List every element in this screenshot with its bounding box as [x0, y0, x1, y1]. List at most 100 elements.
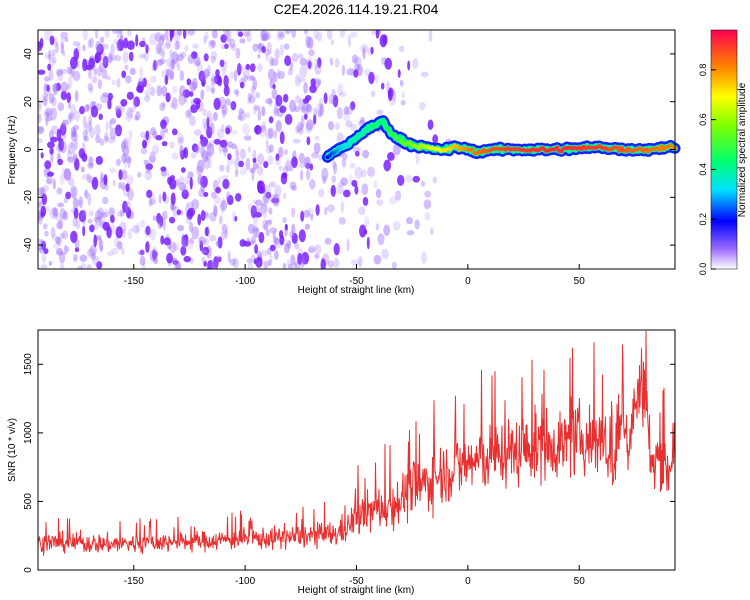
spectrogram-cell	[278, 146, 284, 158]
spectrogram-cell	[129, 67, 136, 75]
spectrogram-cell	[183, 255, 191, 263]
spectrogram-cell	[91, 76, 98, 84]
spectrogram-cell	[149, 249, 158, 263]
spectrogram-cell	[189, 237, 195, 244]
spectrogram-cell	[66, 66, 72, 75]
spectrogram-cell	[262, 212, 267, 218]
spectrogram-cell	[398, 45, 405, 52]
spectrogram-cell	[207, 260, 214, 269]
spectrogram-cell	[127, 228, 133, 240]
spectrogram-cell	[201, 150, 209, 163]
spectrogram-cell	[122, 51, 129, 64]
spectrogram-cell	[163, 237, 171, 246]
spectrogram-cell	[147, 164, 151, 175]
spectrogram-cell	[146, 189, 153, 199]
spectrogram-cell	[190, 151, 197, 159]
spectrogram-cell	[298, 152, 305, 163]
spectrogram-cell	[249, 75, 256, 81]
spectrogram-cell	[368, 71, 375, 85]
spectrogram-cell	[200, 134, 204, 141]
spectrogram-cell	[39, 37, 44, 48]
spectrogram-cell	[265, 219, 272, 225]
spectrogram-cell	[247, 203, 253, 212]
spectrogram-cell	[224, 229, 228, 239]
spectrogram-cell	[82, 129, 88, 141]
spectrogram-cell	[38, 98, 43, 109]
spectrogram-cell	[72, 70, 81, 82]
spectrogram-cell	[114, 54, 122, 62]
spectrogram-cell	[346, 238, 350, 252]
spectrogram-cell	[220, 60, 228, 70]
spectrogram-cell	[370, 46, 374, 55]
spectrogram-cell	[104, 30, 110, 39]
spectrogram-cell	[288, 164, 294, 172]
spectrogram-cell	[179, 70, 185, 82]
spectrogram-cell	[196, 62, 203, 75]
spectrogram-cell	[100, 93, 109, 104]
snr-x-label: Height of straight line (km)	[298, 585, 415, 596]
spectrogram-cell	[317, 79, 322, 86]
spectrogram-cell	[371, 30, 375, 36]
spectrogram-cell	[272, 230, 276, 240]
spectrogram-cell	[239, 166, 247, 176]
spectrogram-cell	[279, 131, 285, 145]
spectrogram-cell	[170, 192, 176, 206]
spectrogram-cell	[354, 166, 363, 179]
spectrogram-ridge	[322, 115, 681, 163]
spectrogram-cell	[294, 242, 300, 250]
spectrogram-cell	[156, 85, 163, 97]
spectrogram-cell	[323, 92, 328, 104]
spectrogram-cell	[102, 92, 109, 98]
spectrogram-cell	[245, 112, 251, 119]
spectrogram-cell	[43, 248, 49, 255]
spectrogram-cell	[357, 256, 363, 268]
y-tick-label: 1000	[23, 421, 34, 444]
spectrogram-cell	[318, 97, 323, 111]
spectrogram-cell	[186, 239, 194, 250]
spectrogram-cell	[177, 30, 183, 36]
spectrogram-cell	[263, 223, 269, 231]
spectrogram-cell	[83, 135, 89, 142]
spectrogram-cell	[219, 59, 225, 68]
spectrogram-cell	[210, 55, 216, 64]
spectrogram-cell	[423, 199, 432, 210]
spectrogram-cell	[115, 129, 121, 135]
spectrogram-cell	[104, 131, 109, 144]
spectrogram-cell	[82, 209, 87, 217]
spectrogram-cell	[59, 173, 65, 186]
x-tick-label: 50	[574, 276, 586, 287]
spectrogram-cell	[314, 76, 322, 88]
spectrogram-cell	[94, 68, 98, 74]
spectrogram-cell	[260, 195, 268, 207]
spectrogram-cell	[424, 190, 432, 198]
spectrogram-cell	[280, 176, 284, 184]
spectrogram-cell	[65, 191, 71, 200]
spectrogram-cell	[261, 30, 269, 42]
spectrogram-cell	[48, 69, 54, 82]
spectrogram-cell	[47, 141, 55, 149]
spectrogram-cell	[230, 129, 238, 135]
spectrogram-cell	[236, 149, 240, 160]
spectrogram-cell	[121, 169, 128, 181]
spectrogram-cell	[68, 177, 75, 187]
spectrogram-cell	[164, 30, 169, 41]
spectrogram-cell	[202, 117, 208, 129]
spectrogram-cell	[138, 77, 145, 86]
spectrogram-cell	[74, 110, 81, 122]
spectrogram-cell	[56, 221, 63, 230]
spectrogram-cell	[208, 235, 217, 242]
spectrogram-cell	[275, 94, 283, 107]
spectrogram-cell	[101, 212, 108, 218]
spectrogram-cell	[55, 236, 61, 244]
spectrogram-cell	[46, 178, 52, 185]
spectrogram-cell	[231, 143, 237, 150]
spectrogram-cell	[185, 216, 192, 225]
spectrogram-cell	[189, 81, 197, 92]
spectrogram-cell	[297, 77, 306, 83]
spectrogram-cell	[175, 264, 181, 269]
spectrogram-cell	[109, 127, 117, 140]
x-tick-label: -100	[235, 576, 255, 587]
spectrogram-cell	[291, 53, 299, 63]
spectrogram-cell	[208, 159, 213, 169]
spectrogram-cell	[123, 139, 129, 148]
